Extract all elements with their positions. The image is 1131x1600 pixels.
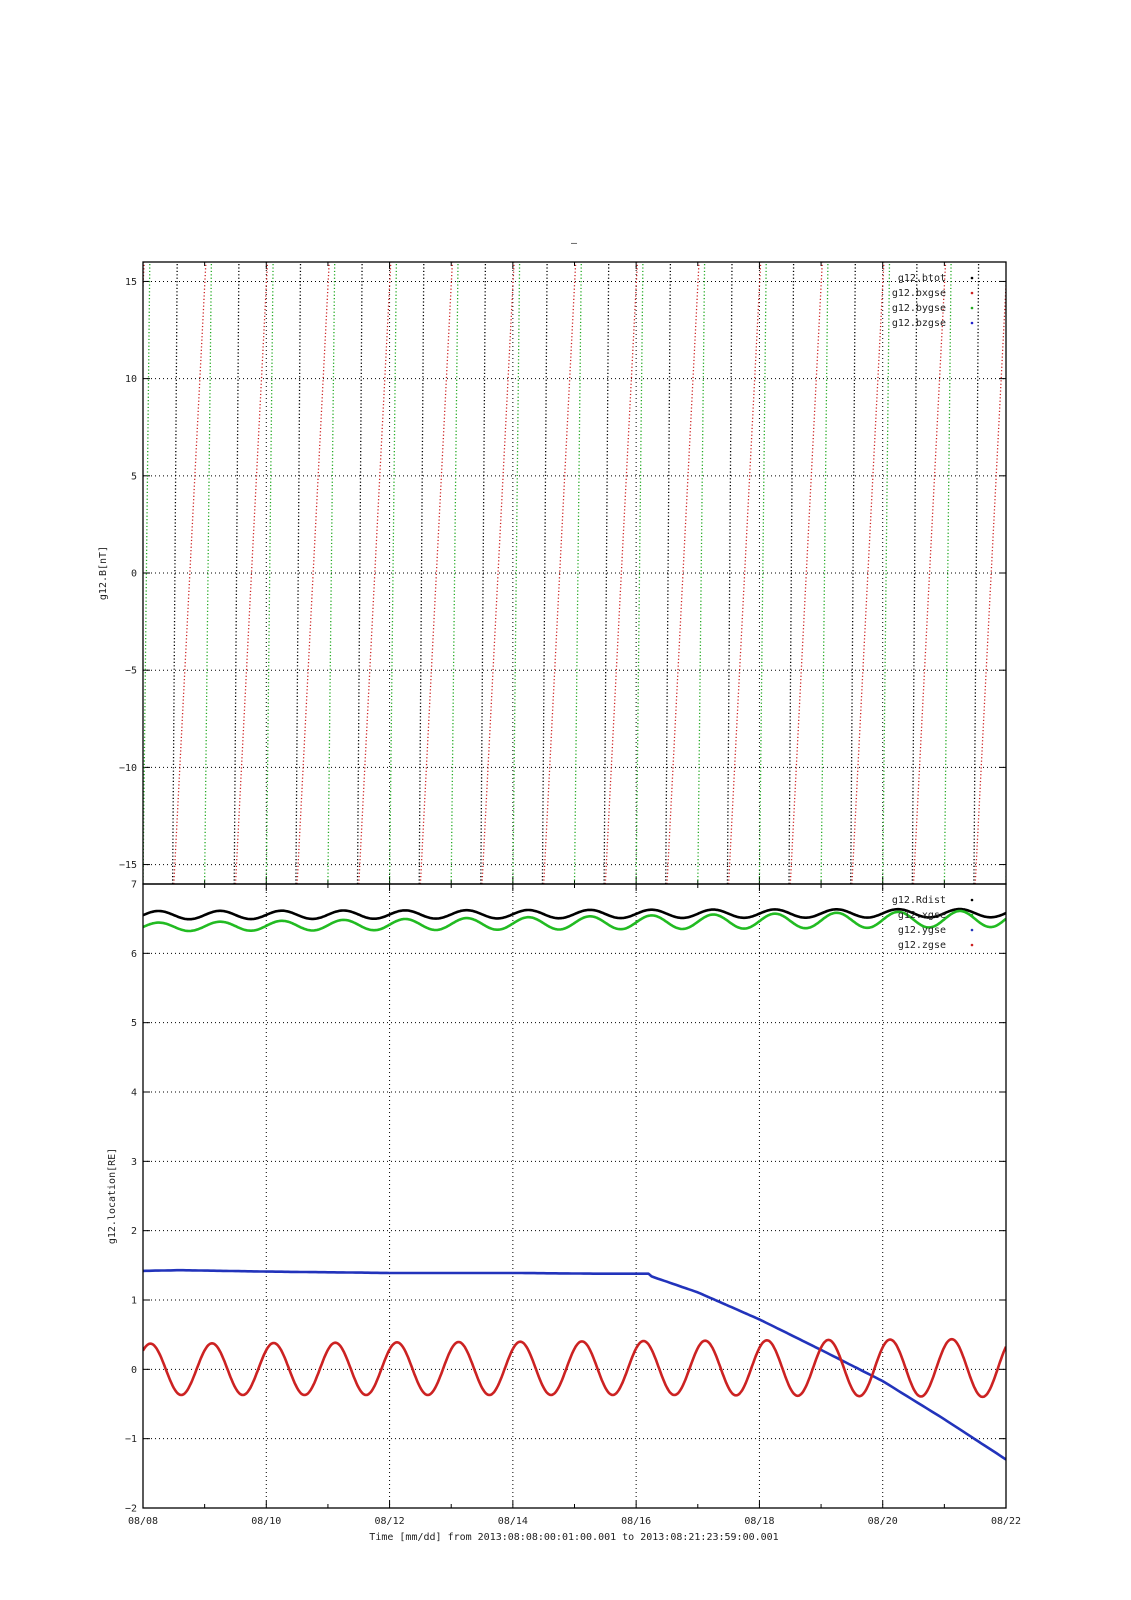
y-tick-label: 6 [131,949,137,960]
shared-x-axis: 08/08 08/10 08/12 08/14 08/16 08/18 08/20 08/22 [128,1516,1021,1527]
legend-marker [970,291,974,295]
location-panel: 7 6 5 4 3 2 1 0 −1 −2 g12.location[RE] g12.Rdist g12… [107,880,1007,1515]
series-g12-zgse [143,1337,1006,1399]
legend-label: g12.bygse [892,303,946,314]
y-tick-label: 2 [131,1226,137,1237]
x-tick-label: 08/22 [991,1516,1021,1527]
series-g12-bygse [143,262,1006,884]
x-tick-label: 08/18 [744,1516,774,1527]
x-tick-label: 08/16 [621,1516,651,1527]
series-g12-ygse [143,1268,1006,1461]
legend-marker [970,913,974,917]
plot-area [143,907,1006,1461]
plot-area [143,262,1006,884]
legend-label: g12.btot [898,273,946,284]
legend-marker [970,898,974,902]
x-tick-label: 08/12 [375,1516,405,1527]
y-tick-label: −2 [125,1504,137,1515]
x-tick-label: 08/14 [498,1516,528,1527]
y-tick-label: −1 [125,1434,137,1445]
y-tick-label: 5 [131,1018,137,1029]
legend-marker [970,306,974,310]
legend-marker [970,943,974,947]
y-tick-label: 1 [131,1296,137,1307]
legend-label: g12.bzgse [892,318,946,329]
legend-marker [970,276,974,280]
figure-title: – [571,238,578,249]
magnetic-field-panel: 15 10 5 0 −5 −10 −15 g12.B[nT] g12.btot g12.bxgse… [98,261,1007,885]
panel-frame [142,261,1007,885]
y-tick-label: 7 [131,880,137,891]
x-tick-label: 08/20 [868,1516,898,1527]
x-tick-label: 08/08 [128,1516,158,1527]
legend-marker [970,928,974,932]
series-g12-xgse [143,909,1006,933]
series-g12-rdist [143,907,1006,921]
legend-label: g12.xgse [898,910,946,921]
panel-frame [142,883,1007,1509]
y-tick-label: −5 [125,666,137,677]
y-tick-label: 3 [131,1157,137,1168]
y-axis-label: g12.location[RE] [107,1148,118,1244]
y-axis-label: g12.B[nT] [98,546,109,600]
y-tick-label: 10 [125,374,137,385]
x-axis-label: Time [mm/dd] from 2013:08:08:00:01:00.00… [369,1532,778,1543]
y-tick-label: 0 [131,569,137,580]
y-tick-label: 4 [131,1088,137,1099]
legend-label: g12.zgse [898,940,946,951]
legend-label: g12.bxgse [892,288,946,299]
legend-marker [970,321,974,325]
y-tick-label: −10 [119,763,137,774]
y-tick-label: 15 [125,277,137,288]
x-tick-label: 08/10 [251,1516,281,1527]
y-tick-label: 5 [131,471,137,482]
y-tick-label: 0 [131,1365,137,1376]
legend-label: g12.ygse [898,925,946,936]
y-tick-label: −15 [119,860,137,871]
legend-label: g12.Rdist [892,895,946,906]
